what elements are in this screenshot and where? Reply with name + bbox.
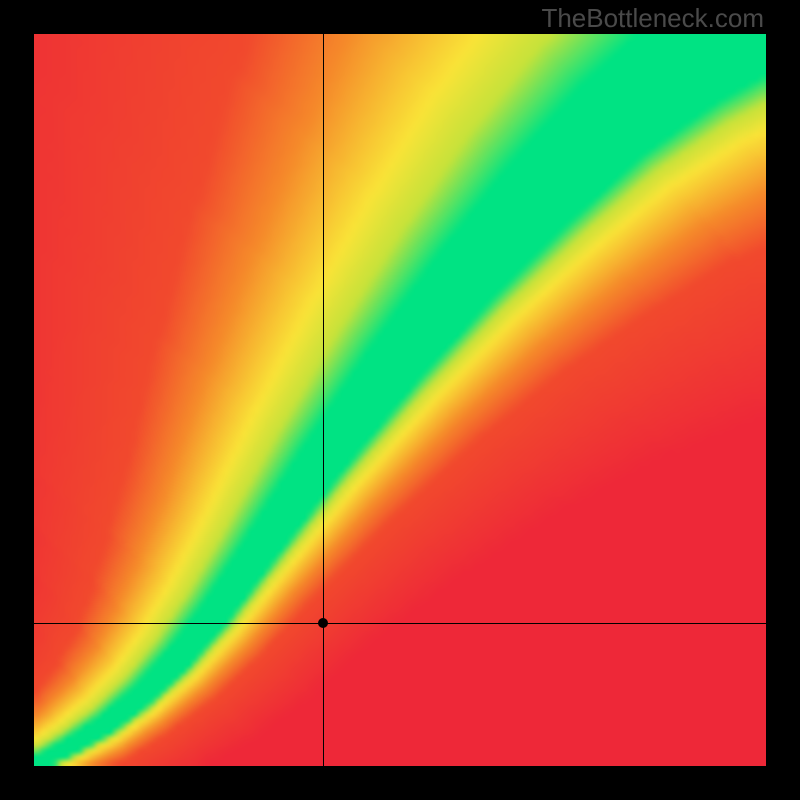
watermark-text: TheBottleneck.com [541,3,764,34]
bottleneck-heatmap [34,34,766,766]
crosshair-horizontal [34,623,766,624]
crosshair-vertical [323,34,324,766]
